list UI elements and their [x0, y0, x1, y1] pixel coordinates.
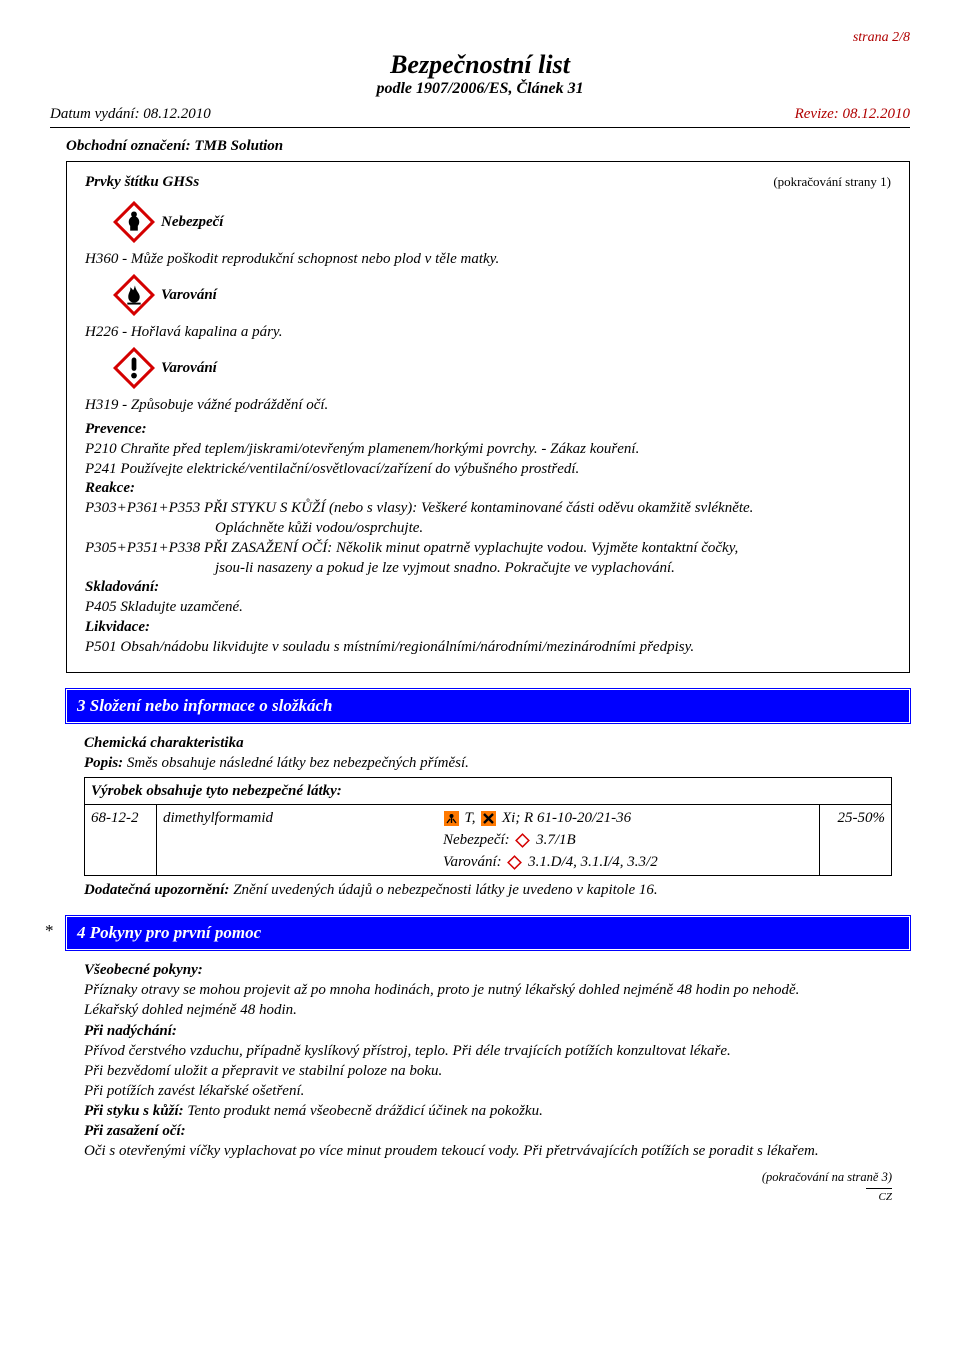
continuation-to: (pokračování na straně 3) — [84, 1169, 892, 1186]
p405-text: P405 Skladujte uzamčené. — [85, 598, 891, 618]
prevention-label: Prevence: — [85, 420, 891, 440]
hazard-table: Výrobek obsahuje tyto nebezpečné látky: … — [84, 777, 892, 876]
signal-word-warning-1: Varování — [161, 287, 217, 304]
ghs-diamond-icon-2 — [507, 855, 522, 870]
haz-name-line: dimethylformamid T, Xi; R 61-10-20/21-36 — [163, 808, 813, 828]
inhalation-text: Přívod čerstvého vzduchu, případně kyslí… — [84, 1041, 892, 1061]
h360-statement: H360 - Může poškodit reprodukční schopno… — [85, 251, 891, 268]
skin-line: Při styku s kůží: Tento produkt nemá vše… — [84, 1101, 892, 1121]
p210-text: P210 Chraňte před teplem/jiskrami/otevře… — [85, 440, 891, 460]
p305-text: P305+P351+P338 PŘI ZASAŽENÍ OČÍ: Několik… — [85, 539, 891, 559]
cas-cell: 68-12-2 — [85, 805, 157, 875]
eyes-text: Oči s otevřenými víčky vyplachovat po ví… — [84, 1141, 892, 1161]
chem-char-label: Chemická charakteristika — [84, 733, 892, 753]
irritant-symbol-icon — [481, 811, 496, 826]
revision-date: Revize: 08.12.2010 — [795, 106, 910, 123]
s4-line1: Příznaky otravy se mohou projevit až po … — [84, 980, 892, 1000]
p305b-text: jsou-li nasazeny a pokud je lze vyjmout … — [85, 559, 891, 579]
trade-name: Obchodní označení: TMB Solution — [50, 128, 910, 161]
doc-title: Bezpečnostní list — [50, 50, 910, 80]
trouble-text: Při potížích zavést lékařské ošetření. — [84, 1081, 892, 1101]
p303-text: P303+P361+P353 PŘI STYKU S KŮŽÍ (nebo s … — [85, 499, 891, 519]
extra-notice: Dodatečná upozornění: Znění uvedených úd… — [84, 880, 892, 900]
s4-line2: Lékařský dohled nejméně 48 hodin. — [84, 1000, 892, 1020]
ghs-health-hazard-icon — [113, 201, 155, 243]
page-number: strana 2/8 — [50, 30, 910, 46]
p501-text: P501 Obsah/nádobu likvidujte v souladu s… — [85, 638, 891, 658]
h226-statement: H226 - Hořlavá kapalina a páry. — [85, 324, 891, 341]
signal-word-danger: Nebezpečí — [161, 214, 223, 231]
eyes-label: Při zasažení očí: — [84, 1121, 892, 1141]
signal-word-warning-2: Varování — [161, 360, 217, 377]
ghs-exclamation-icon — [113, 347, 155, 389]
general-label: Všeobecné pokyny: — [84, 960, 892, 980]
issue-date: Datum vydání: 08.12.2010 — [50, 106, 211, 123]
reaction-label: Reakce: — [85, 479, 891, 499]
haz-line-3: Varování: 3.1.D/4, 3.1.I/4, 3.3/2 — [163, 852, 813, 872]
hazard-table-caption: Výrobek obsahuje tyto nebezpečné látky: — [85, 778, 891, 805]
continuation-from: (pokračování strany 1) — [773, 174, 891, 191]
ghs-diamond-icon-1 — [515, 833, 530, 848]
main-box: Prvky štítku GHSs (pokračování strany 1)… — [66, 161, 910, 673]
section-4-header: * 4 Pokyny pro první pomoc — [66, 916, 910, 950]
section-3-header: 3 Složení nebo informace o složkách — [66, 689, 910, 723]
ghs-label: Prvky štítku GHSs — [85, 174, 199, 191]
popis-line: Popis: Popis: Směs obsahuje následné lát… — [84, 753, 892, 773]
disposal-label: Likvidace: — [85, 618, 891, 638]
ghs-flame-icon — [113, 274, 155, 316]
doc-subtitle: podle 1907/2006/ES, Článek 31 — [50, 80, 910, 98]
toxic-symbol-icon — [444, 811, 459, 826]
inhalation-label: Při nadýchání: — [84, 1021, 892, 1041]
asterisk-icon: * — [45, 921, 54, 941]
cz-tag: CZ — [866, 1188, 892, 1205]
storage-label: Skladování: — [85, 578, 891, 598]
p303b-text: Opláchněte kůži vodou/osprchujte. — [85, 519, 891, 539]
haz-line-2: Nebezpečí: 3.7/1B — [163, 830, 813, 850]
table-row: 68-12-2 dimethylformamid T, — [85, 805, 891, 875]
h319-statement: H319 - Způsobuje vážné podráždění očí. — [85, 397, 891, 414]
pct-cell: 25-50% — [819, 805, 891, 875]
p241-text: P241 Používejte elektrické/ventilační/os… — [85, 460, 891, 480]
unconscious-text: Při bezvědomí uložit a přepravit ve stab… — [84, 1061, 892, 1081]
